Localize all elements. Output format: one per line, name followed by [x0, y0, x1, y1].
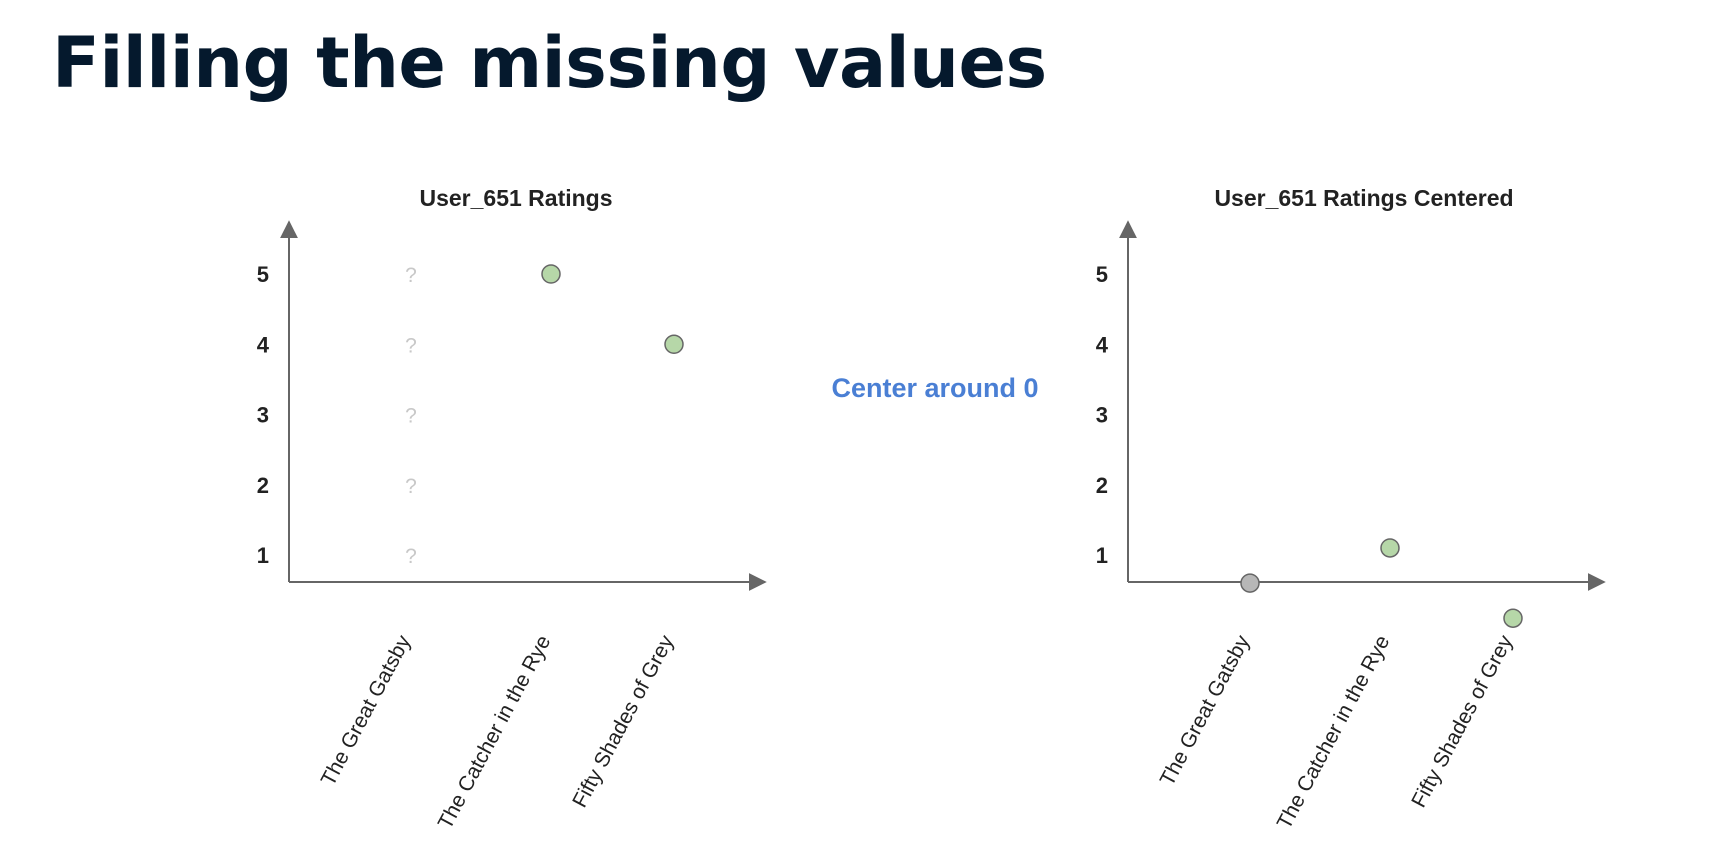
x-category-label: Fifty Shades of Grey	[568, 631, 678, 811]
y-tick-label: 4	[257, 332, 270, 357]
data-point	[1503, 608, 1523, 628]
center-around-zero-note: Center around 0	[831, 373, 1038, 403]
data-point	[1240, 573, 1260, 593]
y-tick-label: 1	[1096, 543, 1108, 568]
data-point	[541, 264, 561, 284]
data-point	[1380, 538, 1400, 558]
missing-value-marker: ?	[405, 475, 417, 498]
x-category-label: The Catcher in the Rye	[1273, 632, 1395, 833]
data-point	[664, 334, 684, 354]
y-tick-label: 5	[1096, 262, 1108, 287]
y-tick-label: 5	[257, 262, 269, 287]
y-tick-label: 3	[257, 403, 269, 428]
chart-title: User_651 Ratings Centered	[1214, 185, 1513, 211]
x-category-label: Fifty Shades of Grey	[1407, 631, 1517, 811]
missing-value-marker: ?	[405, 405, 417, 428]
y-tick-label: 2	[1096, 473, 1108, 498]
missing-value-marker: ?	[405, 264, 417, 287]
y-tick-label: 3	[1096, 403, 1108, 428]
x-category-label: The Great Gatsby	[1156, 631, 1255, 790]
y-tick-label: 2	[257, 473, 269, 498]
missing-value-marker: ?	[405, 545, 417, 568]
y-tick-label: 4	[1096, 332, 1109, 357]
chart-title: User_651 Ratings	[419, 185, 612, 211]
missing-value-marker: ?	[405, 334, 417, 357]
ratings-centered-chart: User_651 Ratings Centered 1 2 3 4 5 The Great …	[1096, 185, 1606, 833]
x-category-label: The Catcher in the Rye	[434, 632, 556, 833]
page-title: Filling the missing values	[52, 22, 1047, 104]
y-tick-label: 1	[257, 543, 269, 568]
ratings-chart: User_651 Ratings 1 2 3 4 5 The Great Gatsby The…	[257, 185, 767, 833]
x-category-label: The Great Gatsby	[317, 631, 416, 790]
